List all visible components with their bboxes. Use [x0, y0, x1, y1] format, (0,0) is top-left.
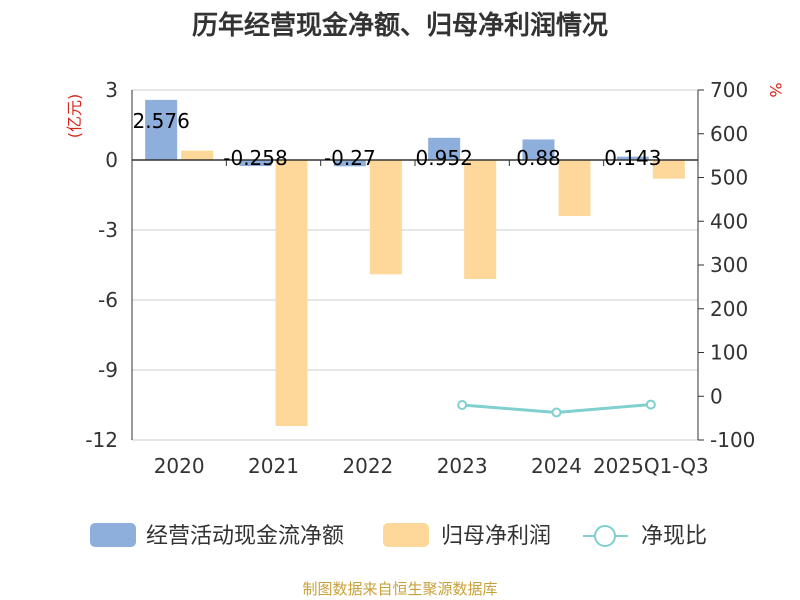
cashflow-data-label: -0.27: [324, 146, 376, 170]
cashflow-bar: [428, 137, 461, 160]
cashflow-bar: [522, 139, 555, 160]
legend[interactable]: 经营活动现金流净额 归母净利润 净现比: [90, 523, 707, 549]
cashflow-bar: [333, 160, 366, 167]
profit-bar: [369, 160, 402, 275]
data-labels-group: 2.576 -0.258 -0.27 0.952 0.88 0.143: [133, 109, 662, 170]
cashflow-data-label: 0.143: [604, 146, 661, 170]
ratio-point: [457, 400, 468, 410]
right-tick-label: 500: [710, 166, 748, 190]
right-tick-label: 700: [710, 78, 748, 102]
right-tick-label: 100: [710, 341, 748, 365]
profit-bar: [464, 160, 497, 279]
legend-swatch-cashflow: [90, 523, 136, 547]
category-label: 2024: [531, 454, 582, 478]
left-tick-label: 3: [105, 78, 118, 102]
cashflow-bar: [239, 160, 272, 167]
profit-bar: [275, 160, 308, 426]
cashflow-data-label: 0.952: [416, 146, 473, 170]
right-tick-label: 200: [710, 297, 748, 321]
left-tick-label: -3: [98, 218, 118, 242]
cashflow-data-label: 0.88: [516, 146, 561, 170]
bars-group: [145, 99, 685, 426]
legend-item-ratio[interactable]: 净现比: [583, 524, 707, 549]
right-tick-label: 0: [710, 384, 723, 408]
data-source-note: 制图数据来自恒生聚源数据库: [302, 580, 497, 598]
left-tick-label: -12: [85, 428, 118, 452]
cashflow-data-label: -0.258: [223, 146, 287, 170]
legend-swatch-profit: [383, 523, 429, 547]
legend-label-cashflow: 经营活动现金流净额: [146, 524, 344, 549]
category-label: 2021: [248, 454, 299, 478]
cashflow-bar: [145, 99, 178, 160]
right-tick-label: -100: [710, 428, 755, 452]
left-tick-label: 0: [105, 148, 118, 172]
legend-item-cashflow[interactable]: 经营活动现金流净额: [90, 523, 344, 549]
category-label: 2020: [154, 454, 205, 478]
profit-bar: [558, 160, 591, 216]
right-tick-label: 600: [710, 122, 748, 146]
legend-item-profit[interactable]: 归母净利润: [383, 523, 551, 549]
left-tick-label: -6: [98, 288, 118, 312]
cashflow-bar: [616, 156, 649, 160]
right-tick-label: 300: [710, 253, 748, 277]
right-tick-label: 400: [710, 209, 748, 233]
ratio-point: [645, 399, 656, 410]
category-label: 2023: [437, 454, 488, 478]
left-tick-label: -9: [98, 358, 118, 382]
legend-label-profit: 归母净利润: [441, 524, 551, 549]
category-label: 2022: [342, 454, 393, 478]
category-label: 2025Q1-Q3: [593, 454, 709, 478]
profit-bar: [652, 160, 685, 179]
cashflow-data-label: 2.576: [133, 109, 190, 133]
left-axis-unit: (亿元): [65, 94, 84, 139]
legend-label-ratio: 净现比: [641, 524, 707, 549]
profit-bar: [181, 150, 214, 160]
legend-marker-ratio: [594, 525, 616, 547]
chart-title: 历年经营现金净额、归母净利润情况: [192, 10, 608, 41]
gridlines: [132, 89, 698, 441]
ratio-line-group: [457, 399, 656, 418]
axes-group: 30-3-6-9-127006005004003002001000-100202…: [85, 78, 755, 478]
ratio-point: [551, 407, 562, 418]
right-axis-unit: %: [766, 82, 785, 97]
